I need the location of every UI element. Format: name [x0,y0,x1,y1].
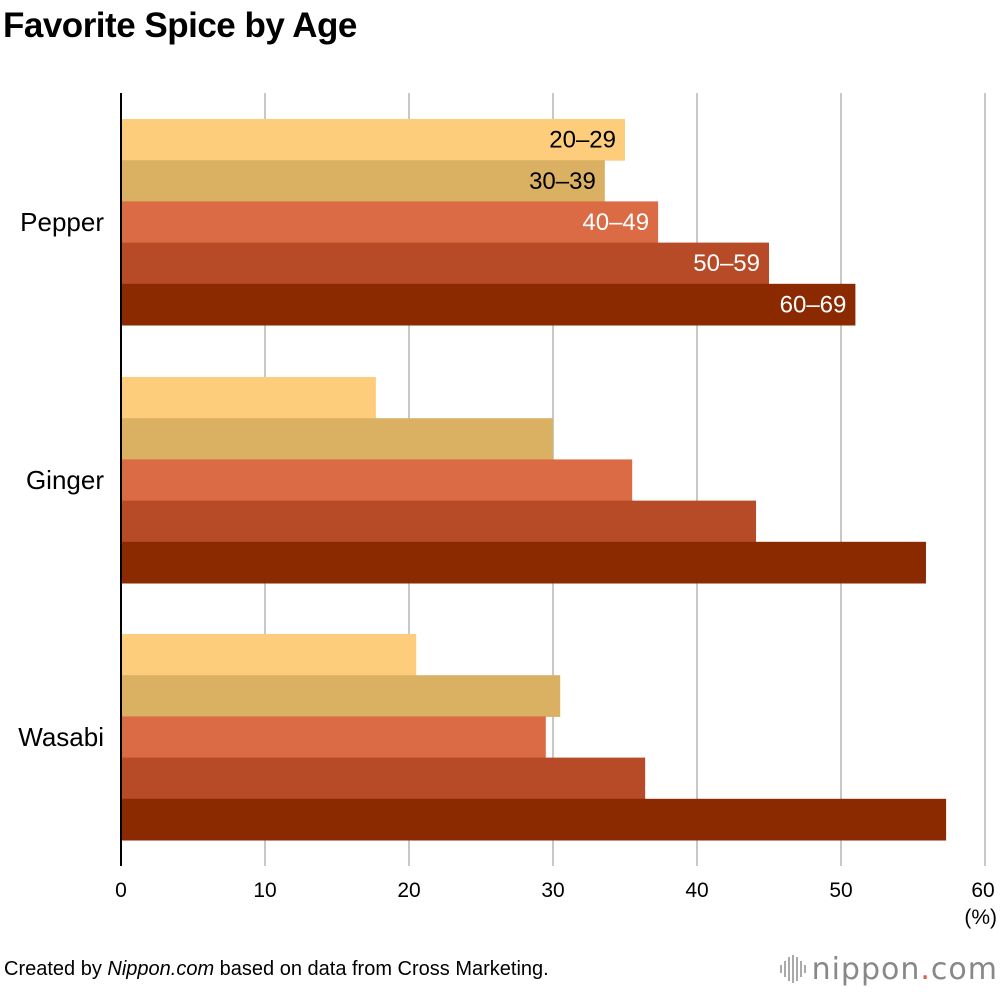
x-tick-label: 0 [115,879,127,902]
series-label: 60–69 [780,291,847,318]
chart-title: Favorite Spice by Age [3,6,357,45]
x-tick-label: 40 [685,879,708,902]
category-labels: Pepper Ginger Wasabi [18,207,104,752]
series-labels: 20–29 30–39 40–49 50–59 60–69 [529,127,846,319]
bar [121,798,947,841]
x-tick-label: 30 [541,879,564,902]
x-axis-unit: (%) [964,906,997,929]
bar [121,634,417,676]
bar [121,716,546,759]
bar [121,459,633,502]
x-tick-label: 10 [253,879,276,902]
bar [121,201,659,244]
bar [121,500,757,543]
bar [121,377,376,419]
series-label: 40–49 [582,209,649,236]
source-site: Nippon.com [107,958,215,980]
bars [121,119,947,841]
bar [121,675,561,717]
category-label: Wasabi [18,722,104,752]
bar [121,119,625,161]
series-label: 30–39 [529,168,596,195]
bar [121,418,553,460]
x-tick-label: 60 [971,879,994,902]
series-label: 50–59 [693,250,760,277]
logo-bars-icon [779,955,806,983]
category-label: Ginger [26,465,104,495]
nippon-logo: nippon.com [779,951,998,987]
category-label: Pepper [20,207,104,237]
bar [121,757,646,800]
series-label: 20–29 [549,127,616,154]
source-prefix: Created by [4,958,108,980]
x-axis-ticks: 0 10 20 30 40 50 60 [115,879,995,902]
source-note: Created by Nippon.com based on data from… [4,958,549,981]
bar [121,283,856,326]
bar [121,160,605,202]
bar [121,541,926,584]
logo-wordmark: nippon.com [811,951,998,987]
x-tick-label: 50 [829,879,852,902]
x-tick-label: 20 [397,879,420,902]
source-suffix: based on data from Cross Marketing. [214,958,549,980]
bar [121,242,769,285]
